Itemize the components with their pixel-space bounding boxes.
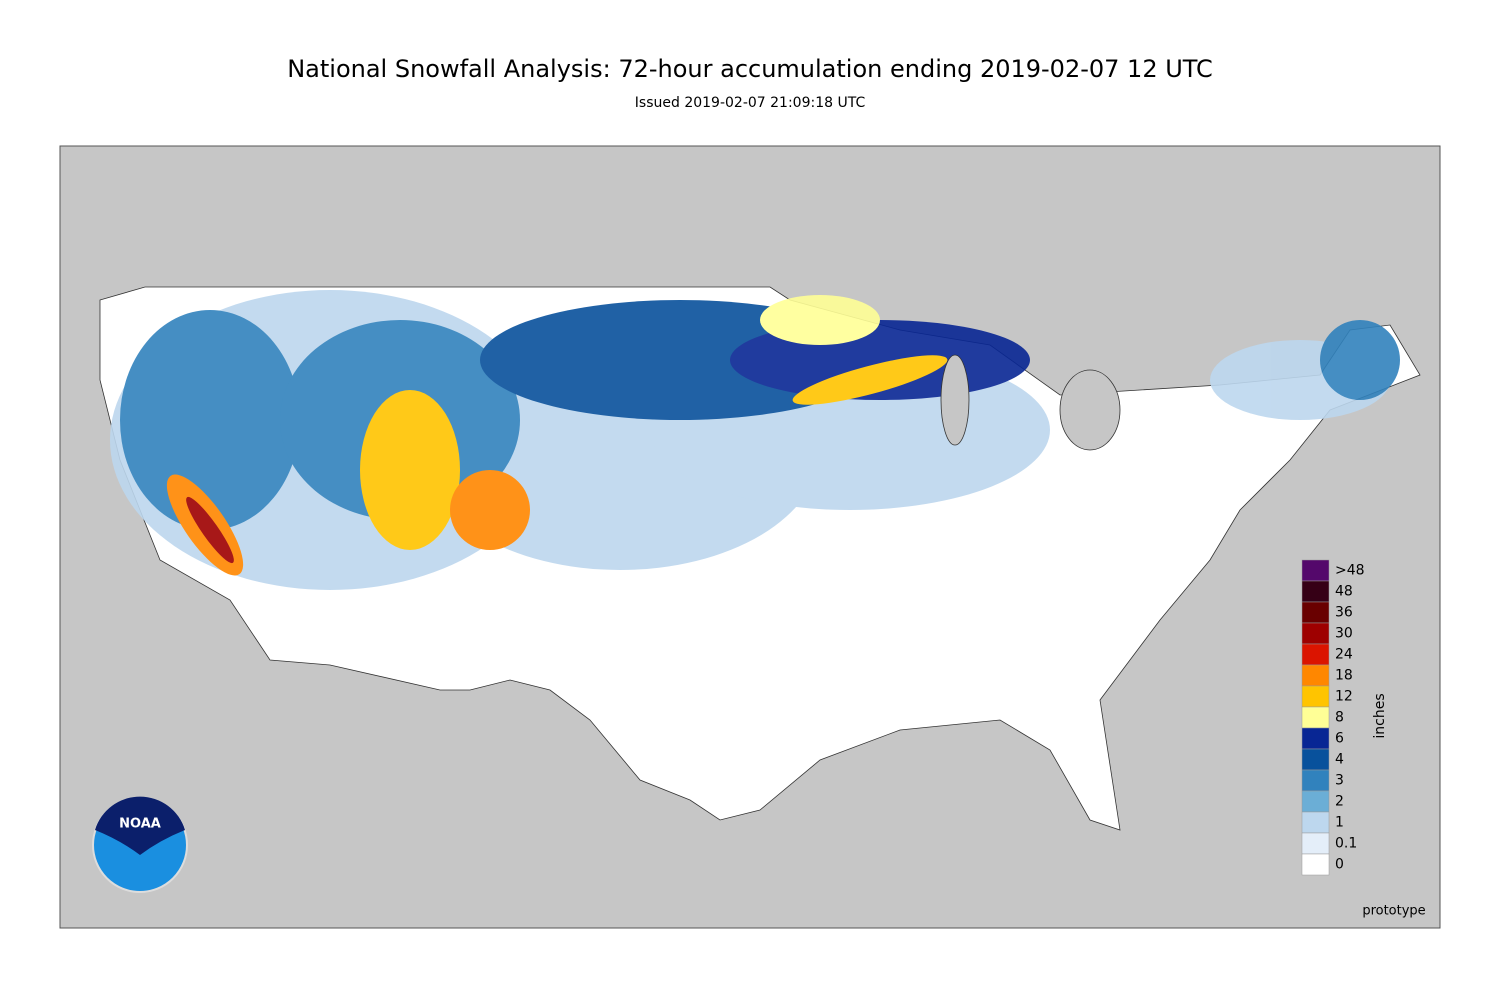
legend-swatch (1301, 706, 1330, 729)
legend: >48 48 36 30 24 18 12 8 6 4 3 2 1 0.1 0 (1301, 559, 1365, 876)
legend-label: 30 (1335, 626, 1353, 642)
legend-swatch (1301, 727, 1330, 750)
legend-swatch (1301, 580, 1330, 603)
map (59, 145, 1441, 929)
legend-swatch (1301, 832, 1330, 855)
lake-michigan (940, 354, 970, 446)
noaa-logo: NOAA (92, 796, 188, 893)
legend-label: 18 (1335, 668, 1353, 684)
legend-label: 1 (1335, 815, 1344, 831)
legend-label: 12 (1335, 689, 1353, 705)
legend-label: 24 (1335, 647, 1353, 663)
legend-label: 8 (1335, 710, 1344, 726)
legend-swatch (1301, 664, 1330, 687)
legend-label: 3 (1335, 773, 1344, 789)
legend-unit: inches (1372, 693, 1388, 738)
title: National Snowfall Analysis: 72-hour accu… (287, 55, 1213, 83)
legend-swatch (1301, 811, 1330, 834)
legend-label: >48 (1335, 563, 1365, 579)
legend-swatch (1301, 853, 1330, 876)
legend-label: 2 (1335, 794, 1344, 810)
note: prototype (1362, 904, 1425, 919)
legend-swatch (1301, 559, 1330, 582)
legend-label: 4 (1335, 752, 1344, 768)
legend-swatch (1301, 769, 1330, 792)
legend-swatch (1301, 643, 1330, 666)
legend-label: 6 (1335, 731, 1344, 747)
legend-swatch (1301, 601, 1330, 624)
legend-swatch (1301, 622, 1330, 645)
subtitle: Issued 2019-02-07 21:09:18 UTC (635, 95, 866, 111)
legend-label: 48 (1335, 584, 1353, 600)
legend-swatch (1301, 685, 1330, 708)
snow-areas (110, 290, 1400, 590)
logo-text: NOAA (119, 817, 161, 832)
legend-label: 0 (1335, 857, 1344, 873)
legend-swatch (1301, 748, 1330, 771)
legend-swatch (1301, 790, 1330, 813)
legend-label: 36 (1335, 605, 1353, 621)
legend-label: 0.1 (1335, 836, 1357, 852)
lake-huron (1059, 369, 1121, 451)
